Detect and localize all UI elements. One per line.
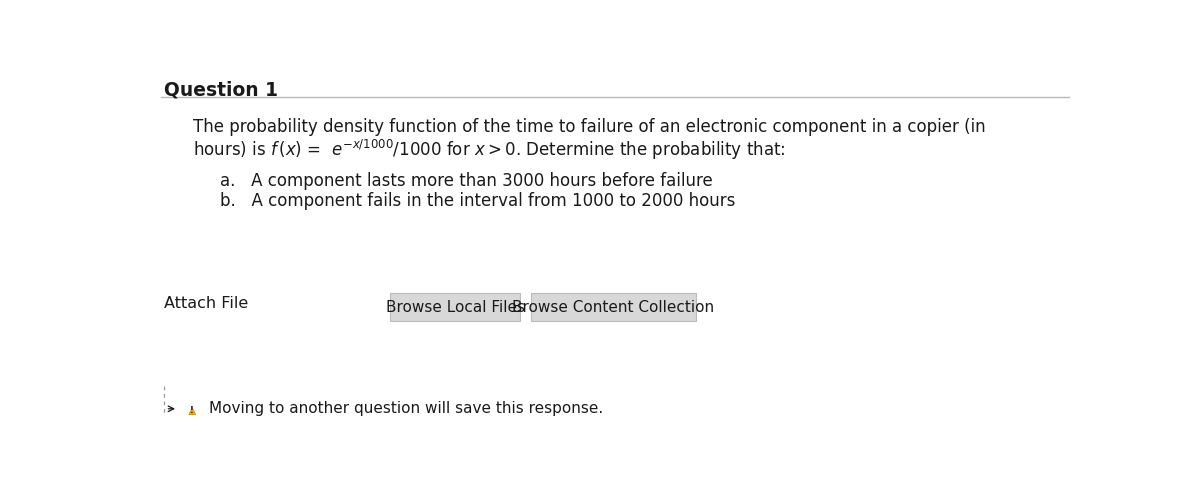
- Text: Browse Content Collection: Browse Content Collection: [512, 300, 714, 315]
- Polygon shape: [188, 408, 196, 415]
- Text: b.   A component fails in the interval from 1000 to 2000 hours: b. A component fails in the interval fro…: [220, 192, 736, 209]
- Text: The probability density function of the time to failure of an electronic compone: The probability density function of the …: [193, 118, 985, 136]
- FancyBboxPatch shape: [390, 293, 521, 321]
- Text: a.   A component lasts more than 3000 hours before failure: a. A component lasts more than 3000 hour…: [220, 172, 713, 190]
- FancyBboxPatch shape: [532, 293, 696, 321]
- Text: hours) is $f\,(x)$ =  $e^{-x/1000}$/1000 for $x > 0$. Determine the probability : hours) is $f\,(x)$ = $e^{-x/1000}$/1000 …: [193, 138, 785, 162]
- Text: Attach File: Attach File: [164, 296, 248, 311]
- Text: Browse Local Files: Browse Local Files: [386, 300, 524, 315]
- Text: Question 1: Question 1: [164, 80, 278, 99]
- Text: !: !: [191, 406, 194, 415]
- Text: Moving to another question will save this response.: Moving to another question will save thi…: [209, 401, 604, 416]
